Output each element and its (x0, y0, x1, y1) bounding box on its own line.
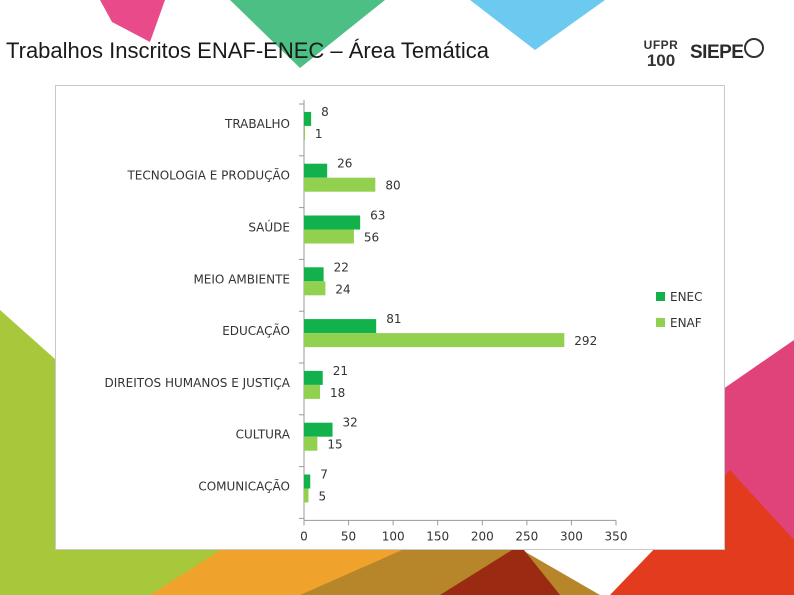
bar-enaf (304, 384, 321, 399)
data-label-enaf: 80 (385, 179, 400, 193)
data-label-enaf: 18 (330, 386, 345, 400)
bar-enaf (304, 333, 565, 348)
x-tick-label: 150 (426, 529, 449, 543)
data-label-enec: 81 (386, 312, 401, 326)
category-label: MEIO AMBIENTE (193, 272, 290, 286)
data-label-enaf: 56 (364, 231, 379, 245)
film-reel-icon (744, 38, 764, 58)
bar-enaf (304, 436, 318, 451)
bar-enec (304, 319, 377, 334)
logo-group: UFPR 100 SIEPE (634, 30, 766, 80)
data-label-enaf: 292 (574, 334, 597, 348)
bar-enec (304, 215, 361, 230)
category-label: CULTURA (236, 428, 291, 442)
category-label: TRABALHO (224, 117, 290, 131)
data-label-enec: 22 (334, 260, 349, 274)
bar-enaf (304, 281, 326, 296)
data-label-enaf: 5 (318, 490, 326, 504)
slide-title: Trabalhos Inscritos ENAF-ENEC – Área Tem… (6, 38, 489, 63)
data-label-enec: 8 (321, 105, 329, 119)
x-tick-label: 100 (382, 529, 405, 543)
category-label: DIREITOS HUMANOS E JUSTIÇA (105, 376, 291, 390)
bg-shape-blue (470, 0, 605, 50)
bar-enec (304, 370, 323, 385)
bar-enaf (304, 229, 354, 244)
bg-shape-green (230, 0, 385, 68)
data-label-enec: 63 (370, 209, 385, 223)
x-tick-label: 200 (471, 529, 494, 543)
category-label: COMUNICAÇÃO (198, 479, 290, 494)
ufpr-logo-text: UFPR (643, 38, 679, 52)
bar-enec (304, 111, 312, 126)
ufpr-logo: UFPR 100 (638, 32, 684, 76)
category-label: TECNOLOGIA E PRODUÇÃO (126, 168, 290, 183)
data-label-enaf: 15 (327, 438, 342, 452)
bar-enaf (304, 177, 376, 192)
x-tick-label: 300 (560, 529, 583, 543)
bg-shape-brown (440, 545, 560, 595)
plot-area: 0 50 100 150 200 250 300 350TRABALHO81TECNOLOGI… (105, 100, 703, 543)
legend-label-enaf: ENAF (670, 316, 702, 330)
bar-enaf (304, 125, 305, 140)
legend-label-enec: ENEC (670, 290, 703, 304)
bar-enec (304, 422, 333, 437)
data-label-enec: 26 (337, 157, 352, 171)
legend-swatch-enaf (656, 318, 665, 327)
x-tick-label: 350 (605, 529, 628, 543)
x-tick-label: 0 (300, 529, 308, 543)
bar-enec (304, 267, 324, 282)
bar-enec (304, 474, 311, 489)
data-label-enaf: 1 (315, 127, 323, 141)
siepe-logo: SIEPE (690, 42, 744, 63)
legend-swatch-enec (656, 292, 665, 301)
data-label-enec: 21 (333, 364, 348, 378)
bar-enec (304, 163, 328, 178)
x-tick-label: 250 (515, 529, 538, 543)
data-label-enec: 32 (343, 416, 358, 430)
data-label-enaf: 24 (335, 282, 350, 296)
bar-enaf (304, 488, 309, 503)
x-tick-label: 50 (341, 529, 356, 543)
category-label: SAÚDE (248, 220, 290, 235)
bg-shape-pink (100, 0, 165, 42)
category-label: EDUCAÇÃO (222, 323, 290, 338)
chart-panel: 0 50 100 150 200 250 300 350 TRABALHO 8 1 TECNOLOGI… (55, 85, 725, 550)
ufpr-logo-number: 100 (646, 51, 676, 70)
bar-chart: 0 50 100 150 200 250 300 350TRABALHO81TECNOLOGI… (105, 100, 703, 543)
data-label-enec: 7 (320, 468, 328, 482)
